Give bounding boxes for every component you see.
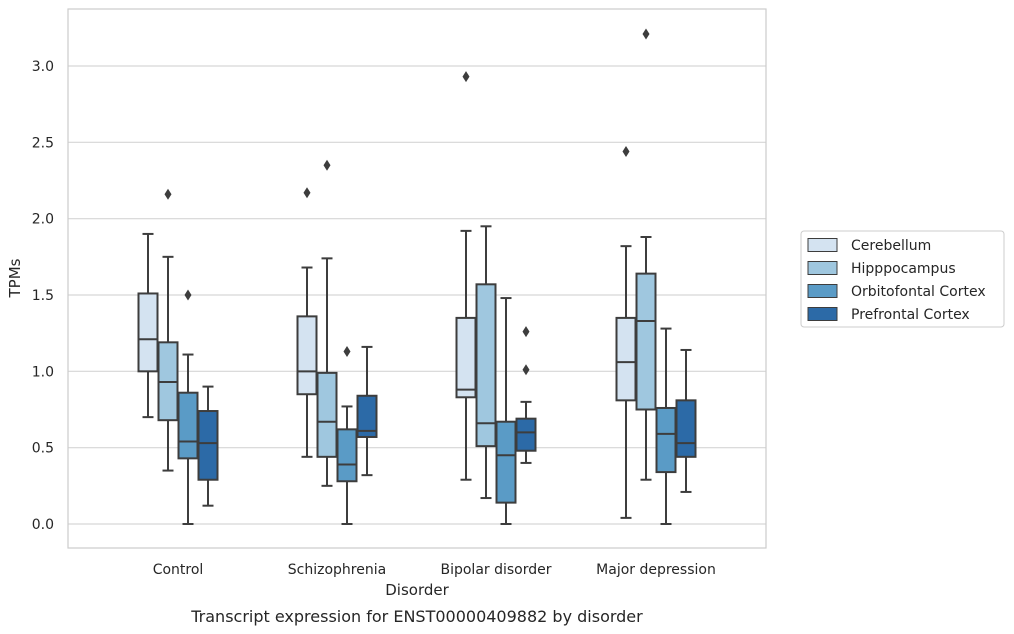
outlier-point: [462, 71, 470, 83]
outlier-point: [622, 145, 630, 157]
outlier-point: [164, 188, 172, 200]
box-hipppocampus-1: [316, 159, 338, 487]
outlier-point: [303, 187, 311, 199]
box-orbitofontal-cortex-3: [655, 327, 677, 525]
y-axis-label: TPMs: [6, 258, 24, 298]
box-cerebellum-2: [455, 71, 477, 481]
y-tick-label: 2.0: [32, 212, 54, 228]
box-iqr: [316, 371, 338, 458]
box-iqr: [655, 406, 677, 474]
y-tick-label: 1.5: [32, 288, 54, 304]
box-hipppocampus-0: [157, 188, 179, 472]
y-tick-label: 0.5: [32, 441, 54, 457]
outlier-point: [642, 28, 650, 40]
box-orbitofontal-cortex-2: [495, 297, 517, 525]
legend-swatch: [807, 284, 838, 298]
box-cerebellum-1: [296, 187, 318, 458]
x-tick-label: Major depression: [596, 562, 716, 578]
x-tick-label: Schizophrenia: [288, 562, 386, 578]
box-iqr: [177, 391, 199, 460]
legend-swatch: [807, 307, 838, 321]
outlier-point: [343, 345, 351, 357]
legend-label: Orbitofontal Cortex: [851, 284, 986, 300]
box-iqr: [675, 399, 697, 458]
outlier-point: [522, 326, 530, 338]
box-iqr: [356, 394, 378, 438]
box-hipppocampus-2: [475, 225, 497, 500]
y-tick-label: 1.0: [32, 364, 54, 380]
box-iqr: [475, 283, 497, 448]
box-hipppocampus-3: [635, 28, 657, 481]
legend-label: Prefrontal Cortex: [851, 307, 970, 323]
box-prefrontal-cortex-2: [515, 326, 537, 464]
x-tick-label: Bipolar disorder: [440, 562, 551, 578]
y-tick-label: 2.5: [32, 135, 54, 151]
chart-caption: Transcript expression for ENST0000040988…: [190, 607, 643, 626]
box-iqr: [336, 428, 358, 483]
box-iqr: [615, 316, 637, 402]
x-tick-label: Control: [153, 562, 204, 578]
box-iqr: [455, 316, 477, 399]
box-prefrontal-cortex-1: [356, 345, 378, 477]
outlier-point: [323, 159, 331, 171]
outlier-point: [184, 289, 192, 301]
box-cerebellum-3: [615, 145, 637, 519]
box-cerebellum-0: [137, 232, 159, 419]
box-prefrontal-cortex-3: [675, 348, 697, 493]
legend-swatch: [807, 261, 838, 275]
box-prefrontal-cortex-0: [197, 385, 219, 507]
legend-label: Cerebellum: [851, 238, 931, 254]
legend-swatch: [807, 238, 838, 252]
legend-frame: [800, 230, 1005, 328]
box-groups: [137, 28, 697, 525]
box-iqr: [515, 417, 537, 452]
legend-label: Hipppocampus: [851, 261, 956, 277]
box-iqr: [137, 292, 159, 373]
box-orbitofontal-cortex-1: [336, 345, 358, 525]
box-iqr: [495, 420, 517, 504]
y-tick-label: 3.0: [32, 59, 54, 75]
x-axis-ticks: Control Schizophrenia Bipolar disorder Majo…: [153, 562, 716, 578]
plot-area-frame: [67, 8, 767, 549]
box-iqr: [197, 410, 219, 481]
box-orbitofontal-cortex-0: [177, 289, 199, 525]
y-axis-ticks: 0.0 0.5 1.0 1.5 2.0 2.5 3.0: [32, 59, 54, 533]
outlier-point: [522, 364, 530, 376]
box-iqr: [635, 272, 657, 411]
y-tick-label: 0.0: [32, 517, 54, 533]
box-iqr: [296, 315, 318, 396]
x-axis-label: Disorder: [385, 581, 449, 599]
legend: Cerebellum Hipppocampus Orbitofontal Corte…: [800, 230, 1005, 328]
